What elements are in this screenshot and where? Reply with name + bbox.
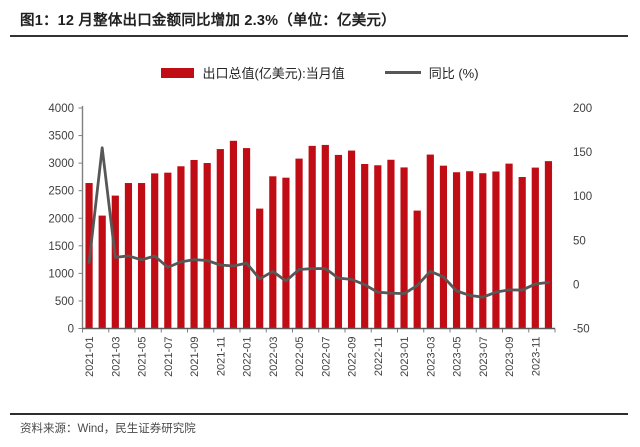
- x-axis-tick-label: 2022-09: [347, 337, 359, 377]
- export-bar: [374, 165, 382, 329]
- x-axis-tick-label: 2021-05: [137, 337, 149, 377]
- export-bar: [518, 177, 526, 329]
- left-axis-tick-label: 4000: [48, 103, 74, 115]
- export-bar: [479, 173, 487, 329]
- export-bar: [216, 149, 224, 329]
- export-bar: [466, 171, 474, 329]
- left-axis-tick-label: 3500: [48, 131, 74, 143]
- x-axis-tick-label: 2021-03: [110, 337, 122, 377]
- x-axis-tick-label: 2023-11: [530, 337, 542, 377]
- right-axis-tick-label: -50: [573, 324, 590, 336]
- export-bar: [164, 172, 172, 329]
- export-bar: [242, 148, 251, 329]
- chart-area: 0 500 1000 1500 2000 2500 3000 3500 4000 -50 0 50 10…: [0, 90, 640, 408]
- right-axis-tick-label: 50: [573, 235, 586, 247]
- export-bar: [308, 145, 316, 329]
- left-axis-tick-label: 1000: [48, 268, 74, 280]
- legend-item-exports: 出口总值(亿美元):当月值: [161, 63, 345, 82]
- export-bar: [426, 154, 434, 329]
- chart-title: 图1：12 月整体出口金额同比增加 2.3%（单位：亿美元）: [20, 13, 396, 29]
- x-axis-tick-label: 2022-11: [373, 337, 385, 377]
- export-bar: [531, 167, 539, 329]
- export-bar: [439, 165, 448, 329]
- export-bar: [361, 164, 369, 329]
- export-bar: [282, 177, 290, 329]
- title-divider: [10, 35, 628, 37]
- export-bar: [452, 172, 461, 329]
- left-axis-tick-label: 2000: [48, 213, 74, 225]
- x-axis-tick-label: 2023-01: [399, 337, 411, 377]
- bar-series-swatch: [161, 67, 195, 78]
- export-bar: [334, 154, 343, 329]
- footer-divider: [10, 413, 628, 415]
- x-axis-tick-label: 2021-07: [163, 337, 175, 377]
- right-axis-tick-label: 200: [573, 103, 592, 115]
- export-bar: [98, 215, 106, 329]
- x-axis-tick-label: 2022-07: [320, 337, 332, 377]
- x-axis-tick-label: 2023-05: [452, 337, 464, 377]
- x-axis-tick-label: 2021-11: [215, 337, 227, 377]
- export-bar: [256, 208, 264, 329]
- export-bar: [400, 167, 408, 329]
- export-bar: [229, 140, 238, 329]
- chart-legend: 出口总值(亿美元):当月值 同比 (%): [0, 63, 640, 82]
- left-axis-tick-label: 1500: [48, 241, 74, 253]
- export-bar: [492, 171, 500, 329]
- right-axis-tick-label: 0: [573, 279, 579, 291]
- left-axis-tick-label: 500: [55, 296, 74, 308]
- left-axis-tick-label: 3000: [48, 158, 74, 170]
- chart-canvas: 0 500 1000 1500 2000 2500 3000 3500 4000 -50 0 50 10…: [48, 103, 592, 377]
- export-bar: [413, 210, 421, 329]
- right-axis-tick-label: 150: [573, 147, 592, 159]
- export-bar: [190, 159, 198, 329]
- export-bar: [295, 158, 303, 329]
- export-bar: [203, 163, 211, 329]
- x-axis-tick-label: 2022-03: [268, 337, 280, 377]
- export-bar: [177, 166, 185, 329]
- export-bar: [111, 195, 119, 329]
- export-bar: [347, 150, 356, 329]
- export-bar: [505, 163, 513, 329]
- line-series-swatch: [384, 70, 421, 75]
- source-attribution: 资料来源：Wind，民生证券研究院: [20, 423, 196, 435]
- bar-series-label: 出口总值(亿美元):当月值: [202, 66, 345, 81]
- x-axis-tick-label: 2021-01: [84, 337, 96, 377]
- left-axis-tick-label: 0: [68, 324, 74, 336]
- export-bar: [544, 161, 553, 329]
- x-axis-tick-label: 2023-07: [478, 337, 490, 377]
- export-bar: [269, 176, 277, 329]
- left-axis-tick-label: 2500: [48, 186, 74, 198]
- line-series-label: 同比 (%): [428, 66, 479, 81]
- export-bar: [387, 159, 395, 329]
- legend-item-yoy: 同比 (%): [384, 63, 479, 82]
- x-axis-tick-label: 2022-05: [294, 337, 306, 377]
- export-bar: [137, 183, 146, 329]
- x-axis-tick-label: 2022-01: [242, 337, 254, 377]
- export-bar: [321, 144, 329, 329]
- x-axis-tick-label: 2023-09: [504, 337, 516, 377]
- yoy-trend-line: [87, 146, 550, 299]
- right-axis-tick-label: 100: [573, 191, 592, 203]
- x-axis-tick-label: 2023-03: [425, 337, 437, 377]
- export-bar: [151, 173, 159, 329]
- x-axis-tick-label: 2021-09: [189, 337, 201, 377]
